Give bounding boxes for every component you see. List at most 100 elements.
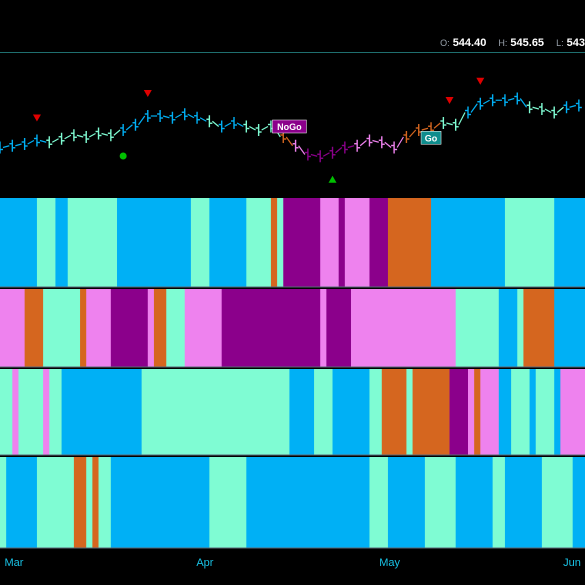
heatmap-cell bbox=[184, 289, 223, 367]
price-bar bbox=[33, 134, 40, 147]
heatmap-cell bbox=[43, 289, 81, 367]
down-triangle-icon bbox=[445, 97, 454, 104]
down-triangle-icon bbox=[32, 114, 41, 122]
price-connector bbox=[396, 136, 404, 148]
heatmap-cell bbox=[381, 369, 408, 455]
price-connector bbox=[408, 129, 417, 138]
heatmap-cell bbox=[147, 289, 155, 367]
price-connector bbox=[384, 141, 392, 148]
heatmap-cell bbox=[86, 457, 93, 548]
price-connector bbox=[125, 124, 133, 131]
down-triangle-icon bbox=[476, 77, 485, 85]
heatmap-cell bbox=[289, 369, 315, 455]
heatmap-cell bbox=[209, 198, 247, 287]
price-connector bbox=[249, 125, 256, 131]
heatmap-cell bbox=[73, 457, 87, 548]
heatmap-cell bbox=[572, 457, 585, 548]
nogo-label: NoGo bbox=[272, 119, 307, 134]
heatmap-cell bbox=[332, 369, 371, 455]
price-connector bbox=[224, 122, 232, 128]
price-connector bbox=[446, 122, 453, 126]
heatmap-cell bbox=[320, 289, 327, 367]
heatmap-row-2 bbox=[0, 289, 585, 368]
heatmap-cell bbox=[86, 289, 112, 367]
price-bar bbox=[157, 110, 164, 122]
price-connector bbox=[162, 115, 170, 119]
heatmap-cell bbox=[455, 457, 494, 548]
price-connector bbox=[211, 120, 220, 127]
heatmap-cell bbox=[80, 289, 87, 367]
heatmap-row-4 bbox=[0, 457, 585, 549]
price-connector bbox=[347, 145, 355, 149]
price-bar bbox=[83, 131, 90, 143]
low-label: L: bbox=[556, 38, 564, 48]
price-pane: NoGo Go bbox=[0, 77, 582, 183]
price-connector bbox=[101, 132, 109, 136]
heatmap-cell bbox=[449, 369, 469, 455]
x-tick-label: May bbox=[379, 557, 400, 569]
heatmap-cell bbox=[554, 369, 561, 455]
price-bar bbox=[341, 141, 348, 154]
heatmap-cell bbox=[369, 369, 383, 455]
x-axis: Mar Apr May Jun bbox=[5, 557, 581, 569]
price-connector bbox=[458, 112, 466, 126]
open-value: 544.40 bbox=[452, 37, 487, 49]
x-tick-label: Mar bbox=[5, 557, 24, 569]
price-bar bbox=[317, 150, 324, 163]
open-label: O: bbox=[440, 38, 450, 48]
price-bar bbox=[95, 127, 102, 140]
go-label: Go bbox=[420, 131, 442, 145]
price-bar bbox=[329, 146, 336, 159]
heatmap-cell bbox=[166, 289, 186, 367]
price-bar bbox=[0, 141, 3, 154]
price-connector bbox=[322, 152, 330, 157]
heatmap-cell bbox=[0, 457, 7, 548]
heatmap-cell bbox=[554, 289, 585, 367]
heatmap-cell bbox=[283, 198, 321, 287]
heatmap-cell bbox=[387, 198, 432, 287]
price-connector bbox=[544, 108, 552, 114]
price-connector bbox=[569, 104, 577, 108]
heatmap-cell bbox=[18, 369, 44, 455]
heatmap-cell bbox=[246, 457, 371, 548]
price-bar bbox=[9, 139, 16, 152]
heatmap-cell bbox=[529, 369, 537, 455]
price-connector bbox=[532, 106, 540, 110]
heatmap-cell bbox=[498, 289, 518, 367]
price-connector bbox=[64, 134, 72, 140]
price-bar bbox=[575, 99, 582, 112]
heatmap-cell bbox=[153, 289, 167, 367]
price-bar bbox=[489, 94, 496, 107]
price-connector bbox=[51, 138, 59, 143]
price-bar bbox=[194, 111, 201, 124]
price-bar bbox=[292, 139, 299, 152]
price-connector bbox=[2, 145, 10, 149]
price-bar bbox=[514, 92, 521, 105]
price-connector bbox=[372, 139, 379, 143]
price-connector bbox=[483, 99, 490, 105]
price-bar bbox=[563, 101, 570, 114]
price-bar bbox=[354, 139, 361, 152]
price-bar bbox=[58, 132, 65, 145]
heatmap-cell bbox=[406, 369, 414, 455]
price-connector bbox=[39, 139, 47, 143]
price-bar bbox=[452, 118, 459, 131]
heatmap-cell bbox=[517, 289, 525, 367]
price-bar bbox=[538, 103, 545, 115]
heatmap-cell bbox=[498, 369, 512, 455]
price-bar bbox=[440, 117, 447, 129]
heatmap-cell bbox=[55, 198, 69, 287]
heatmap-cell bbox=[36, 198, 57, 287]
heatmap-cell bbox=[554, 198, 585, 287]
heatmap-cell bbox=[511, 369, 531, 455]
price-connector bbox=[519, 98, 528, 108]
heatmap-pane bbox=[0, 198, 585, 549]
heatmap-cell bbox=[504, 457, 543, 548]
price-connector bbox=[175, 113, 183, 119]
price-bar bbox=[107, 129, 114, 142]
heatmap-cell bbox=[110, 457, 210, 548]
heatmap-cell bbox=[504, 198, 555, 287]
heatmap-cell bbox=[110, 289, 149, 367]
price-bar bbox=[403, 131, 410, 143]
